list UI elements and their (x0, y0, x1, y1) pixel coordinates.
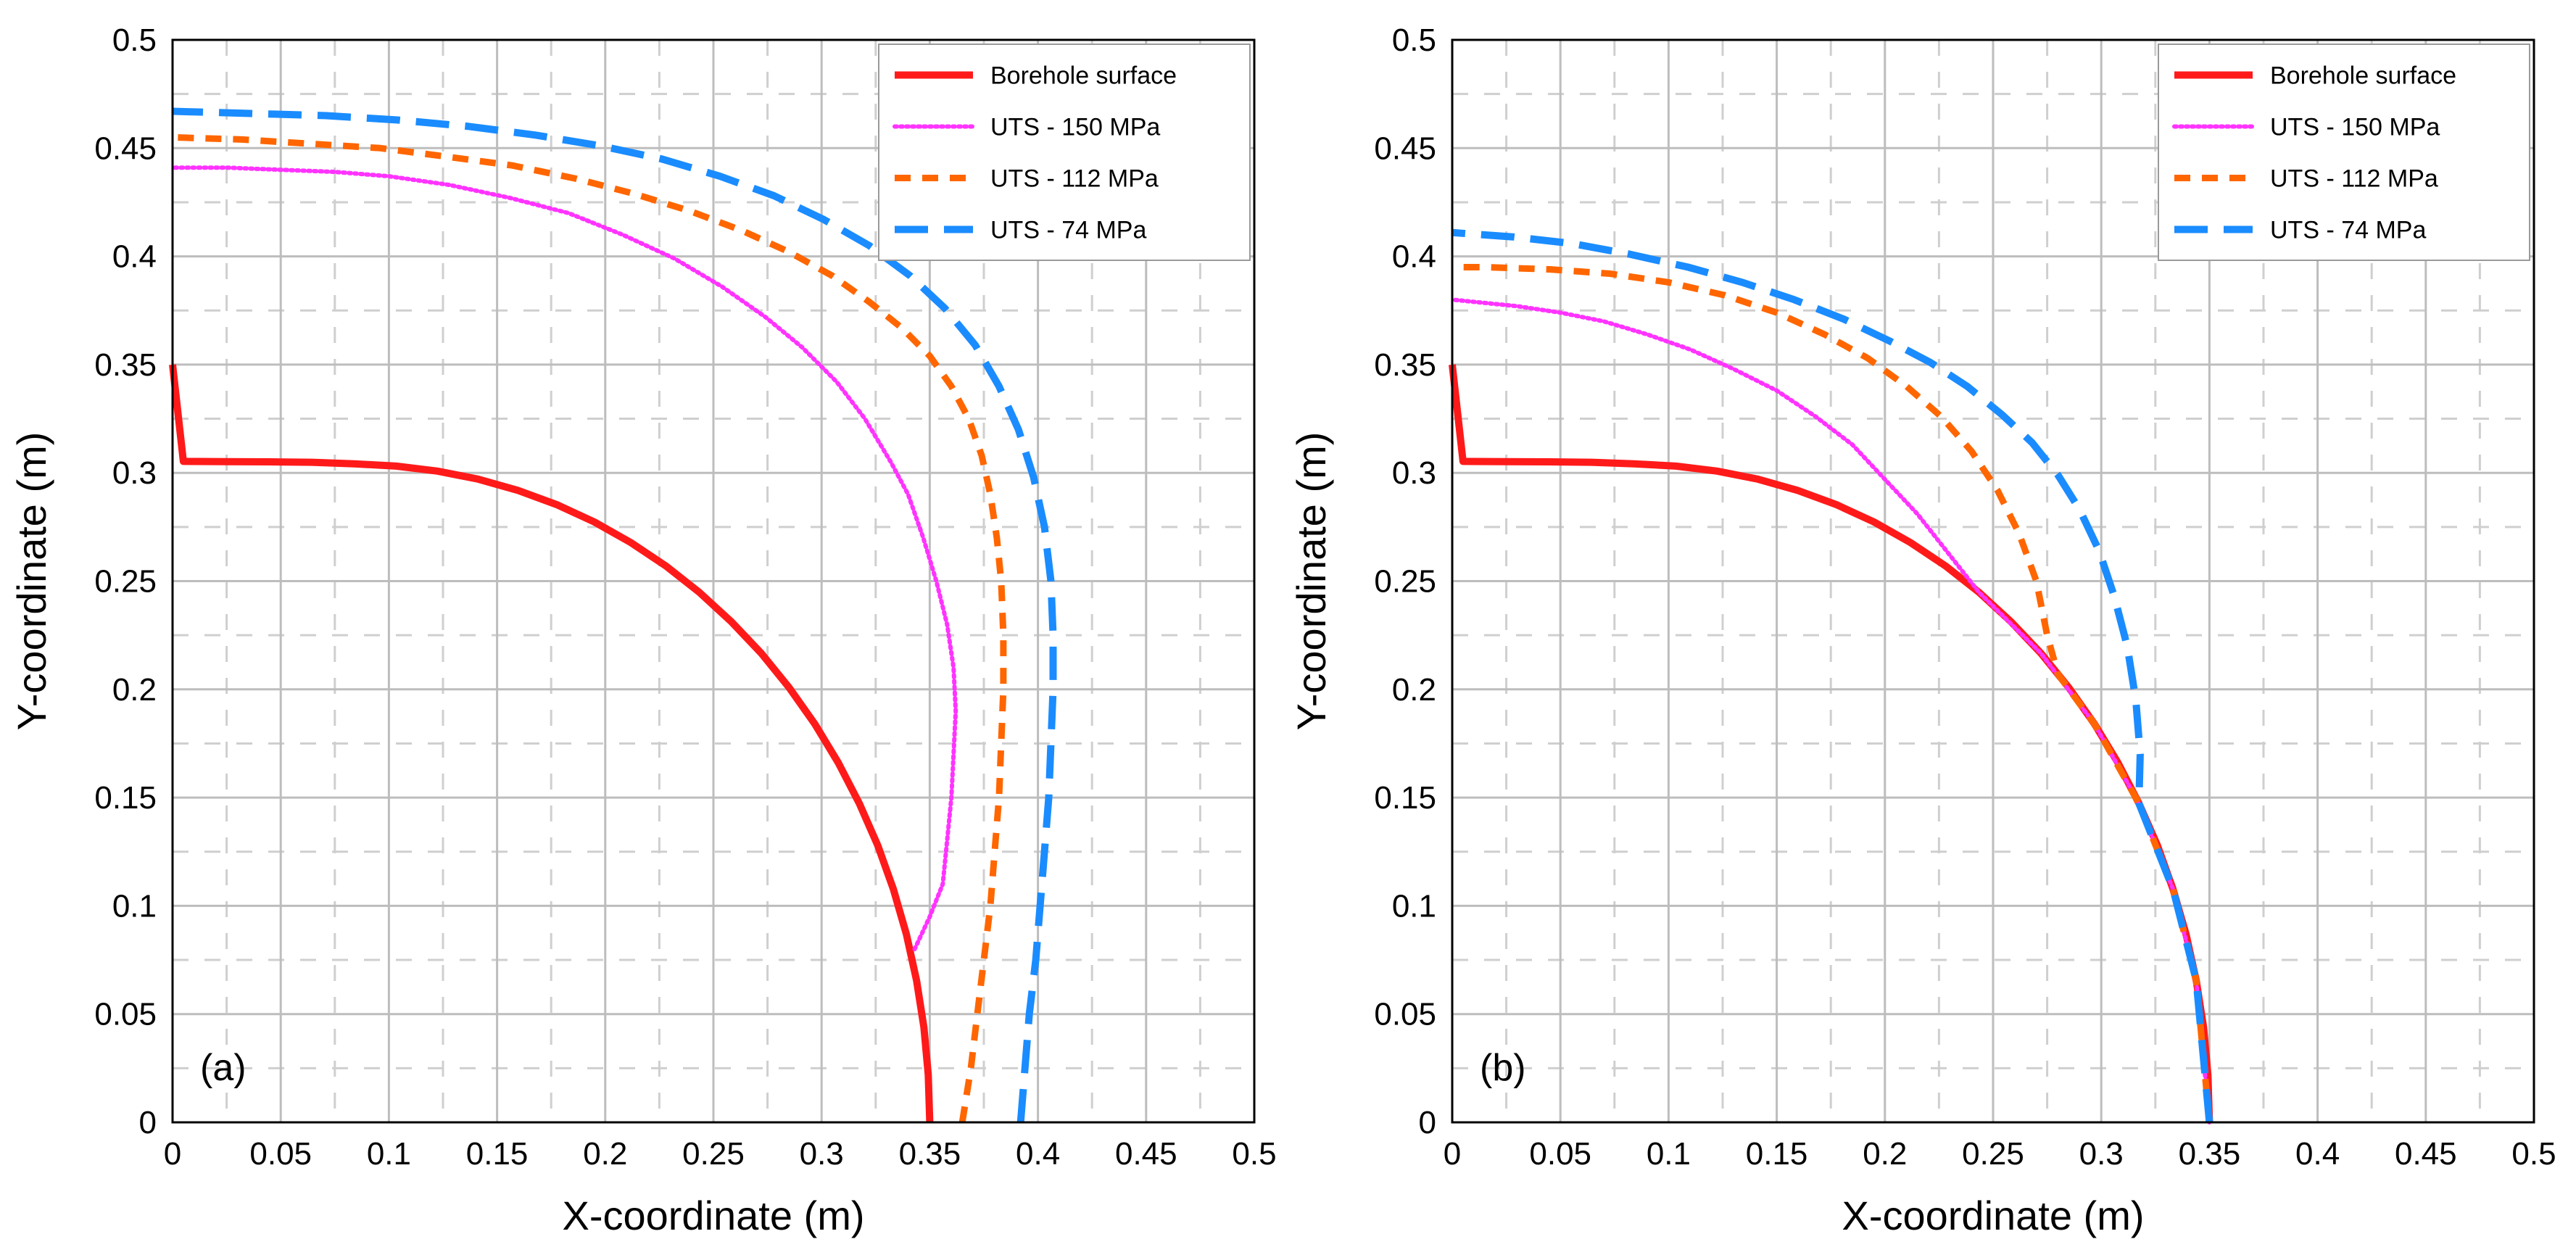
chart-0-legend-box (878, 44, 1251, 261)
chart-1-y-axis-label: Y-coordinate (m) (1288, 432, 1334, 731)
chart-1-xtick-label: 0.1 (1647, 1136, 1691, 1172)
chart-1-legend-label-uts-150-mpa: UTS - 150 MPa (2270, 114, 2440, 141)
chart-0-series-uts-112-mpa (172, 133, 1007, 1123)
chart-1-ytick-label: 0 (1419, 1105, 1436, 1140)
chart-panel-a: 0 0.05 0.1 0.15 0.2 0.25 0.3 0.35 0.4 0.45 0.5 0 0.0… (9, 22, 1277, 1238)
chart-0-series-borehole-surface (169, 364, 934, 1123)
chart-1-ytick-label: 0.1 (1392, 888, 1436, 924)
chart-1-xtick-label: 0.05 (1529, 1136, 1591, 1172)
chart-1-xtick-label: 0.4 (2295, 1136, 2340, 1172)
chart-0-legend-label-uts-74-mpa: UTS - 74 MPa (990, 217, 1146, 244)
chart-0-legend-label-uts-112-mpa: UTS - 112 MPa (990, 165, 1159, 193)
chart-1-x-axis-label: X-coordinate (m) (1842, 1193, 2144, 1238)
chart-1-xtick-label: 0.3 (2079, 1136, 2124, 1172)
chart-0-xtick-label: 0.35 (899, 1136, 961, 1172)
chart-0-series-uts-150-mpa (170, 165, 958, 952)
chart-0-legend-label-uts-150-mpa: UTS - 150 MPa (990, 114, 1160, 141)
chart-0-xtick-label: 0.05 (249, 1136, 312, 1172)
chart-0-ytick-label: 0.15 (94, 780, 157, 816)
chart-0-ytick-label: 0.05 (94, 997, 157, 1032)
chart-1-ytick-label: 0.5 (1392, 22, 1436, 58)
chart-0-ytick-label: 0 (139, 1105, 157, 1140)
chart-1-legend-label-uts-112-mpa: UTS - 112 MPa (2270, 165, 2438, 193)
chart-1-xtick-label: 0 (1444, 1136, 1461, 1172)
chart-1-ytick-label: 0.25 (1374, 564, 1436, 600)
chart-0-x-axis-label: X-coordinate (m) (562, 1193, 864, 1238)
chart-0-y-axis-label: Y-coordinate (m) (9, 432, 54, 731)
chart-0-ytick-label: 0.2 (112, 672, 157, 708)
chart-0-xtick-label: 0.3 (800, 1136, 844, 1172)
chart-0-series-uts-74-mpa (172, 107, 1057, 1123)
chart-0-ytick-label: 0.5 (112, 22, 157, 58)
chart-1-legend-label-uts-74-mpa: UTS - 74 MPa (2270, 217, 2426, 244)
chart-1-panel-label: (b) (1480, 1047, 1526, 1089)
chart-1-ytick-label: 0.2 (1392, 672, 1436, 708)
chart-0-xtick-label: 0 (164, 1136, 181, 1172)
chart-0-ytick-label: 0.35 (94, 347, 157, 383)
chart-1-xtick-label: 0.45 (2395, 1136, 2457, 1172)
chart-1-ytick-label: 0.4 (1392, 239, 1436, 275)
chart-0-xtick-label: 0.4 (1016, 1136, 1060, 1172)
chart-0-ytick-label: 0.3 (112, 455, 157, 491)
chart-1-xtick-label: 0.5 (2511, 1136, 2556, 1172)
chart-1-legend: Borehole surface UTS - 150 MPa UTS - 112 M… (2158, 44, 2530, 261)
chart-0-ytick-label: 0.45 (94, 131, 157, 166)
chart-1-xtick-label: 0.35 (2179, 1136, 2241, 1172)
chart-0-xtick-label: 0.5 (1232, 1136, 1276, 1172)
chart-1-series-uts-112-mpa (1452, 264, 2213, 1123)
chart-1-xtick-label: 0.15 (1746, 1136, 1808, 1172)
chart-1-series-group (1449, 228, 2213, 1124)
chart-1-ytick-label: 0.15 (1374, 780, 1436, 816)
chart-0-series-group (169, 107, 1057, 1123)
chart-0-xtick-label: 0.25 (682, 1136, 745, 1172)
chart-panel-b: 0 0.05 0.1 0.15 0.2 0.25 0.3 0.35 0.4 0.45 0.5 0 0.0… (1288, 22, 2556, 1238)
chart-0-panel-label: (a) (200, 1047, 247, 1089)
chart-0-ytick-label: 0.4 (112, 239, 157, 275)
chart-0-ytick-label: 0.25 (94, 564, 157, 600)
chart-1-legend-label-borehole-surface: Borehole surface (2270, 62, 2456, 90)
chart-0-xtick-label: 0.45 (1115, 1136, 1177, 1172)
chart-1-ytick-label: 0.3 (1392, 455, 1436, 491)
chart-0-xtick-label: 0.15 (466, 1136, 529, 1172)
chart-1-ytick-label: 0.45 (1374, 131, 1436, 166)
chart-1-xtick-label: 0.25 (1962, 1136, 2024, 1172)
chart-0-ytick-label: 0.1 (112, 888, 157, 924)
chart-1-ytick-label: 0.35 (1374, 347, 1436, 383)
chart-1-ytick-label: 0.05 (1374, 997, 1436, 1032)
chart-0-legend-label-borehole-surface: Borehole surface (990, 62, 1177, 90)
chart-0-xtick-label: 0.2 (583, 1136, 627, 1172)
chart-0-xtick-label: 0.1 (367, 1136, 411, 1172)
chart-1-xtick-label: 0.2 (1863, 1136, 1907, 1172)
chart-0-axes-frame (171, 38, 1256, 1124)
chart-1-series-uts-74-mpa (1451, 228, 2213, 1123)
chart-0-legend: Borehole surface UTS - 150 MPa UTS - 112 M… (878, 44, 1251, 261)
chart-1-axes-frame (1451, 38, 2535, 1124)
chart-1-legend-box (2158, 44, 2530, 261)
